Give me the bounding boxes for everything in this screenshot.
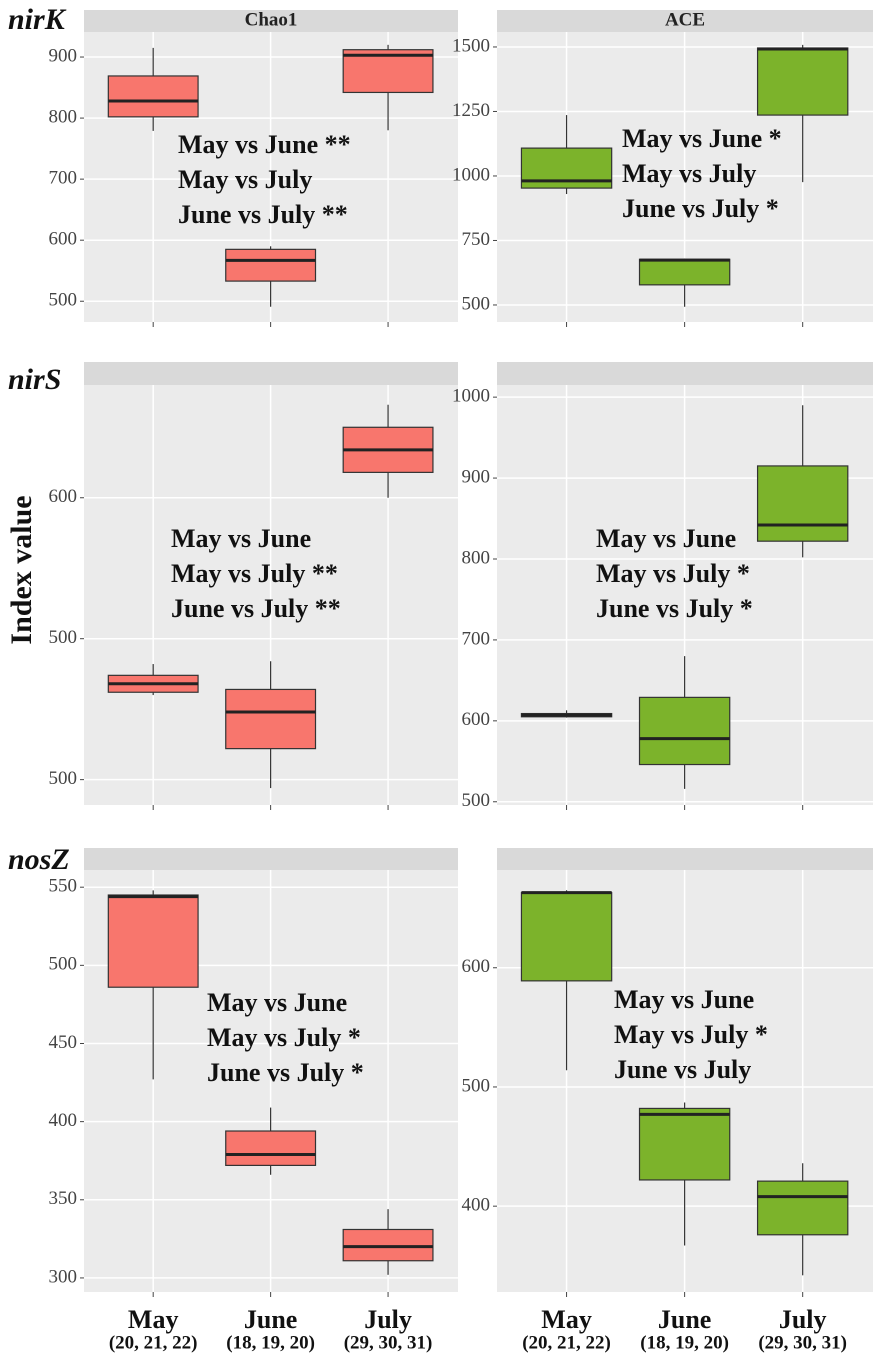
annotation: May vs July ** [171,559,338,588]
x-tick-note: (20, 21, 22) [109,1332,198,1353]
y-tick-label: 600 [49,229,78,250]
row-label: nirK [8,3,67,36]
y-tick-label: 300 [49,1266,78,1287]
annotation: May vs June [596,524,736,553]
x-tick-label: May [128,1305,179,1334]
annotation: May vs June * [622,124,782,153]
y-axis-title: Index value [5,495,38,644]
strip [84,10,458,32]
x-tick-label: July [364,1305,412,1334]
y-tick-label: 750 [462,229,491,250]
annotation: June vs July ** [178,200,348,229]
y-tick-label: 700 [49,167,78,188]
box [107,75,199,118]
y-tick-label: 900 [462,466,491,487]
box [756,1180,849,1236]
box [756,47,849,116]
box [638,696,731,766]
y-tick-label: 400 [49,1110,78,1131]
x-tick-note: (29, 30, 31) [344,1332,433,1353]
y-tick-label: 400 [462,1195,491,1216]
annotation: June vs July * [207,1058,364,1087]
strip-title: Chao1 [245,9,298,30]
y-tick-label: 800 [462,547,491,568]
y-tick-label: 500 [49,290,78,311]
y-tick-label: 450 [49,1032,78,1053]
y-tick-label: 700 [462,628,491,649]
x-tick-note: (20, 21, 22) [522,1332,611,1353]
annotation: May vs June [207,988,347,1017]
box [225,1130,317,1166]
box [225,688,317,750]
x-tick-note: (18, 19, 20) [226,1332,315,1353]
box [342,1228,434,1262]
y-tick-label: 1250 [452,100,490,121]
y-tick-label: 800 [49,106,78,127]
annotation: June vs July * [596,594,753,623]
box [342,49,434,94]
y-tick-label: 500 [462,790,491,811]
annotation: June vs July ** [171,594,341,623]
annotation: May vs June ** [178,130,351,159]
annotation: June vs July [614,1055,751,1084]
annotation: May vs July * [207,1023,361,1052]
box [638,1107,731,1181]
box [107,894,199,988]
y-tick-label: 600 [462,956,491,977]
strip [84,848,458,870]
annotation: May vs July * [596,559,750,588]
strip [497,848,873,870]
box [225,248,317,282]
y-tick-label: 500 [462,1075,491,1096]
annotation: May vs July * [614,1020,768,1049]
y-tick-label: 1500 [452,35,490,56]
annotation: May vs June [171,524,311,553]
y-tick-label: 1000 [452,385,490,406]
y-tick-label: 350 [49,1188,78,1209]
y-tick-label: 550 [49,876,78,897]
y-tick-label: 900 [49,45,78,66]
strip [497,10,873,32]
box [756,465,849,542]
x-tick-label: May [541,1305,592,1334]
y-tick-label: 500 [49,954,78,975]
y-tick-label: 600 [462,709,491,730]
strip [84,362,458,385]
row-label: nirS [8,363,61,396]
box [638,258,731,286]
y-tick-label: 500 [49,768,78,789]
annotation: June vs July * [622,194,779,223]
box [520,892,613,982]
x-tick-label: June [658,1305,711,1334]
strip [497,362,873,385]
y-tick-label: 500 [462,293,491,314]
x-tick-label: June [244,1305,297,1334]
y-tick-label: 500 [49,627,78,648]
strip-title: ACE [665,9,705,30]
y-tick-label: 600 [49,486,78,507]
annotation: May vs July [178,165,312,194]
annotation: May vs June [614,985,754,1014]
row-label: nosZ [8,843,70,876]
x-tick-note: (29, 30, 31) [758,1332,847,1353]
annotation: May vs July [622,159,756,188]
x-tick-note: (18, 19, 20) [640,1332,729,1353]
x-tick-label: July [779,1305,827,1334]
y-tick-label: 1000 [452,164,490,185]
